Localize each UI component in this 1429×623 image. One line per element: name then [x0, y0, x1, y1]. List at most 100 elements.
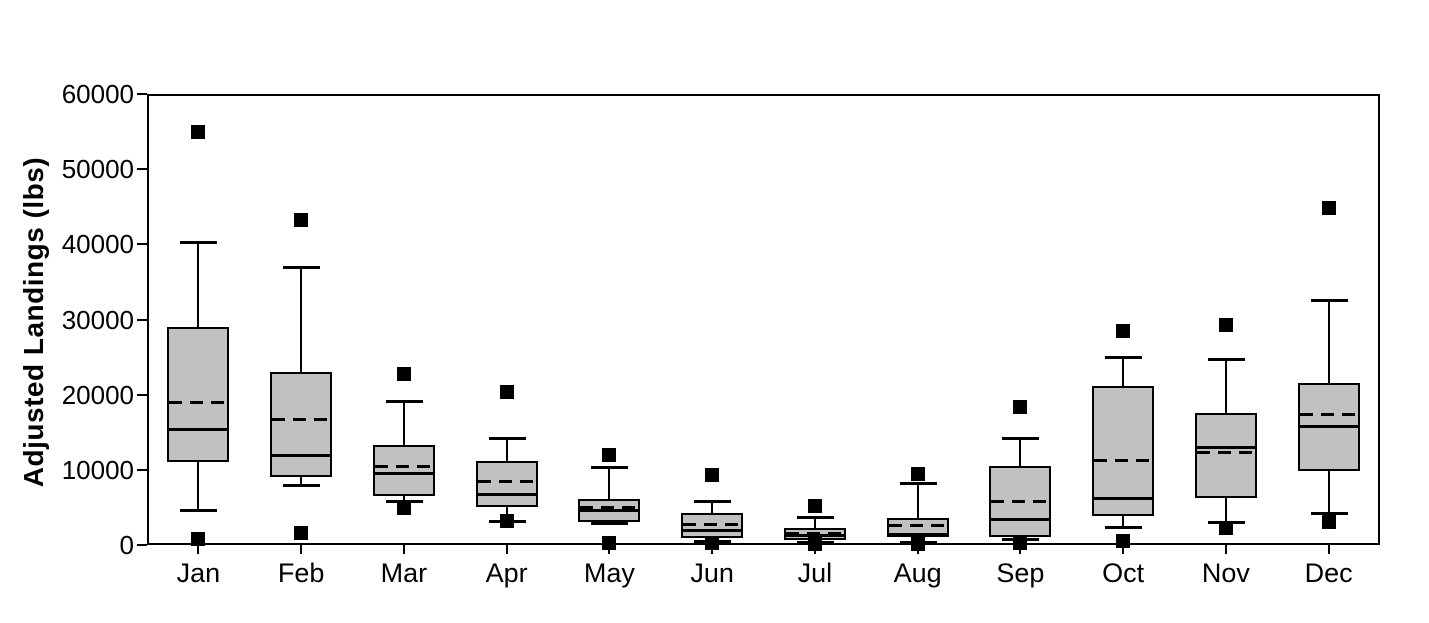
x-tick-label-oct: Oct [1102, 558, 1145, 588]
mean-line [785, 531, 844, 535]
x-tick-mark [197, 545, 200, 554]
y-tick-label: 10000 [61, 454, 134, 485]
outlier-marker [191, 531, 206, 546]
median-line [476, 492, 537, 496]
x-tick-label-feb: Feb [277, 558, 325, 588]
whisker-cap-high [488, 436, 526, 440]
mean-line [1299, 413, 1358, 417]
x-tick-label-jul: Jul [797, 558, 833, 588]
outlier-marker [1321, 515, 1336, 530]
y-tick-label: 60000 [61, 79, 134, 109]
median-line [887, 533, 948, 537]
whisker-cap-high [1002, 437, 1040, 441]
outlier-marker [1116, 323, 1131, 338]
mean-line [888, 524, 947, 528]
outlier-marker [1321, 201, 1336, 216]
outlier-marker [499, 385, 514, 400]
mean-line [272, 418, 331, 422]
median-line [784, 534, 845, 538]
y-tick-label: 40000 [61, 229, 134, 260]
y-tick-mark [137, 168, 147, 171]
median-line [579, 509, 640, 513]
whisker-cap-low [283, 483, 321, 487]
median-line [373, 471, 434, 475]
outlier-marker [602, 536, 617, 551]
outlier-marker [807, 498, 822, 513]
outlier-marker [1218, 317, 1233, 332]
y-tick-label: 20000 [61, 379, 134, 410]
outlier-marker [191, 124, 206, 139]
median-line [1195, 446, 1256, 450]
outlier-marker [705, 536, 720, 551]
x-tick-label-sep: Sep [996, 558, 1045, 588]
median-line [168, 428, 229, 432]
x-tick-label-jun: Jun [690, 558, 734, 588]
plot-area [147, 94, 1380, 552]
outlier-marker [294, 212, 309, 227]
x-tick-label-aug: Aug [893, 558, 942, 588]
whisker-cap-high [591, 465, 629, 469]
whisker-cap-high [180, 241, 218, 245]
y-tick-label: 0 [119, 530, 134, 560]
outlier-marker [807, 537, 822, 552]
box-mar [372, 445, 435, 497]
whisker-cap-high [694, 499, 732, 503]
mean-line [683, 522, 742, 526]
outlier-marker [910, 467, 925, 482]
outlier-marker [1013, 400, 1028, 415]
median-line [990, 517, 1051, 521]
box-nov [1194, 412, 1257, 499]
y-tick-mark [137, 544, 147, 546]
median-line [682, 528, 743, 532]
x-tick-mark [1224, 545, 1227, 554]
outlier-marker [602, 447, 617, 462]
y-tick-label: 30000 [61, 304, 134, 335]
whisker-cap-high [1207, 357, 1245, 361]
y-tick-mark [137, 393, 147, 396]
outlier-marker [396, 367, 411, 382]
outlier-marker [294, 525, 309, 540]
outlier-marker [1013, 536, 1028, 551]
outlier-marker [1116, 534, 1131, 549]
mean-line [991, 500, 1050, 504]
whisker-cap-low [1310, 512, 1348, 516]
x-tick-label-dec: Dec [1304, 558, 1353, 588]
y-tick-label: 50000 [61, 154, 134, 185]
whisker-cap-low [1105, 525, 1143, 529]
x-tick-label-nov: Nov [1201, 558, 1250, 588]
whisker-cap-high [899, 481, 937, 485]
whisker-line [608, 466, 611, 524]
y-tick-mark [137, 318, 147, 321]
x-tick-mark [402, 545, 405, 554]
whisker-line [916, 482, 919, 544]
x-tick-label-apr: Apr [485, 558, 528, 588]
median-line [1298, 425, 1359, 429]
y-tick-mark [137, 468, 147, 471]
whisker-cap-low [180, 509, 218, 513]
x-tick-mark [505, 545, 508, 554]
y-tick-mark [137, 93, 147, 95]
whisker-cap-low [591, 521, 629, 525]
mean-line [169, 401, 228, 405]
x-tick-label-may: May [583, 558, 635, 588]
median-line [271, 453, 332, 457]
outlier-marker [705, 468, 720, 483]
whisker-cap-high [385, 399, 423, 403]
mean-line [374, 465, 433, 469]
box-oct [1092, 385, 1155, 516]
x-tick-mark [300, 545, 303, 554]
box-feb [270, 372, 333, 478]
median-line [1093, 497, 1154, 501]
whisker-cap-high [796, 516, 834, 520]
outlier-marker [910, 537, 925, 552]
y-tick-mark [137, 243, 147, 246]
whisker-cap-high [1310, 298, 1348, 302]
x-tick-label-jan: Jan [176, 558, 221, 588]
mean-line [580, 505, 639, 509]
box-jan [167, 327, 230, 463]
outlier-marker [499, 513, 514, 528]
whisker-cap-high [1105, 356, 1143, 360]
x-tick-mark [1327, 545, 1330, 554]
x-tick-label-mar: Mar [380, 558, 428, 588]
